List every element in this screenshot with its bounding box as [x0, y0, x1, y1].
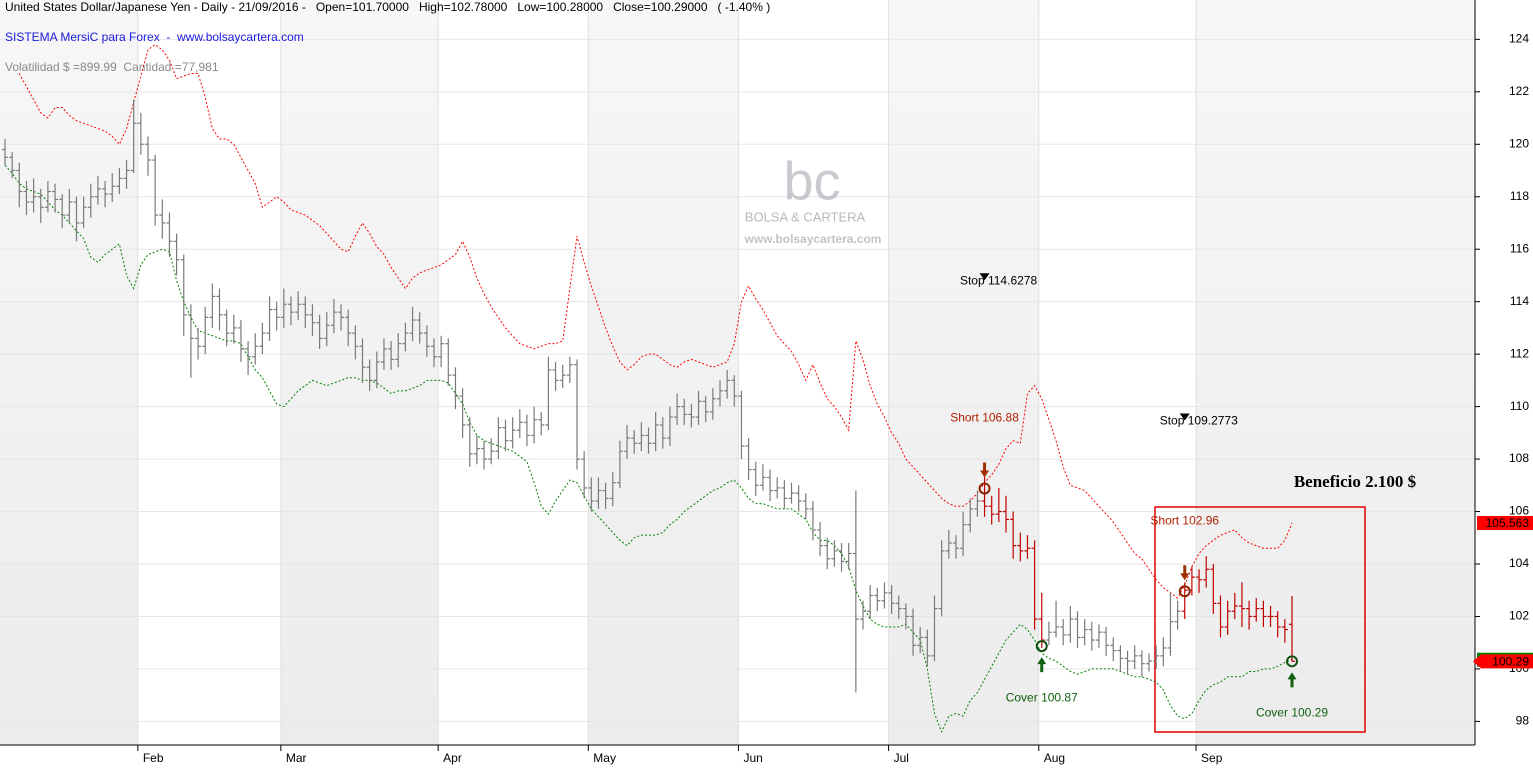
y-tick-label: 106: [1509, 504, 1529, 518]
watermark-url: www.bolsaycartera.com: [744, 232, 882, 246]
stop-line: [4, 164, 1293, 734]
exit-marker: [1035, 640, 1048, 653]
y-tick-label: 104: [1509, 556, 1529, 570]
month-shade: [888, 0, 1039, 745]
y-tick-label: 124: [1509, 32, 1529, 46]
month-shade: [588, 0, 739, 745]
profit-box: [1154, 506, 1366, 733]
price-tag: [1477, 515, 1533, 530]
price-tag: [1473, 654, 1533, 669]
x-tick-label: Mar: [286, 751, 307, 765]
exit-label: Cover 100.29: [1256, 705, 1328, 719]
y-tick-label: 110: [1510, 399, 1529, 413]
stop-label: Stop 114.6278: [960, 273, 1038, 287]
entry-label: Short 102.96: [1150, 513, 1219, 527]
x-tick-label: Feb: [143, 751, 164, 765]
watermark-name: BOLSA & CARTERA: [745, 209, 866, 224]
y-tick-label: 102: [1509, 609, 1529, 623]
entry-arrow: [980, 462, 990, 478]
x-tick-label: Aug: [1044, 751, 1065, 765]
exit-marker: [1286, 655, 1298, 668]
stop-line: [18, 43, 1293, 599]
y-tick-label: 114: [1510, 294, 1529, 308]
month-shade: [1196, 0, 1475, 745]
exit-arrow: [1037, 657, 1047, 673]
info-line: Volatilidad $ =899.99 Cantidad =77,981: [5, 60, 219, 74]
watermark-logo: bc: [783, 151, 840, 211]
exit-label: Cover 100.87: [1006, 690, 1078, 704]
x-tick-label: May: [593, 751, 616, 765]
chart-subtitle: SISTEMA MersiC para Forex - www.bolsayca…: [5, 30, 304, 44]
price-tag-label: 105.563: [1486, 516, 1530, 530]
stop-marker: [1179, 413, 1190, 421]
stop-marker: [979, 273, 990, 281]
y-tick-label: 118: [1510, 189, 1529, 203]
exit-arrow: [1287, 672, 1297, 688]
y-tick-label: 122: [1509, 84, 1529, 98]
x-tick-label: Sep: [1201, 751, 1223, 765]
month-shade: [0, 0, 138, 745]
x-tick-label: Jul: [894, 751, 909, 765]
y-tick-label: 98: [1516, 714, 1530, 728]
y-tick-label: 108: [1509, 451, 1529, 465]
entry-label: Short 106.88: [950, 411, 1019, 425]
stop-label: Stop 109.2773: [1160, 414, 1238, 428]
background-layer: [0, 0, 1475, 745]
x-tick-label: Apr: [443, 751, 462, 765]
x-tick-label: Jun: [743, 751, 762, 765]
entry-marker: [1178, 585, 1191, 598]
y-tick-label: 112: [1510, 346, 1529, 360]
month-shade: [280, 0, 439, 745]
entry-marker: [978, 482, 991, 495]
y-tick-label: 116: [1510, 241, 1529, 255]
price-tag-label: 100.29: [1492, 654, 1529, 668]
entry-arrow: [1180, 565, 1190, 581]
chart-title: United States Dollar/Japanese Yen - Dail…: [5, 0, 770, 14]
profit-label: Beneficio 2.100 $: [1294, 472, 1417, 491]
y-tick-label: 120: [1509, 136, 1529, 150]
